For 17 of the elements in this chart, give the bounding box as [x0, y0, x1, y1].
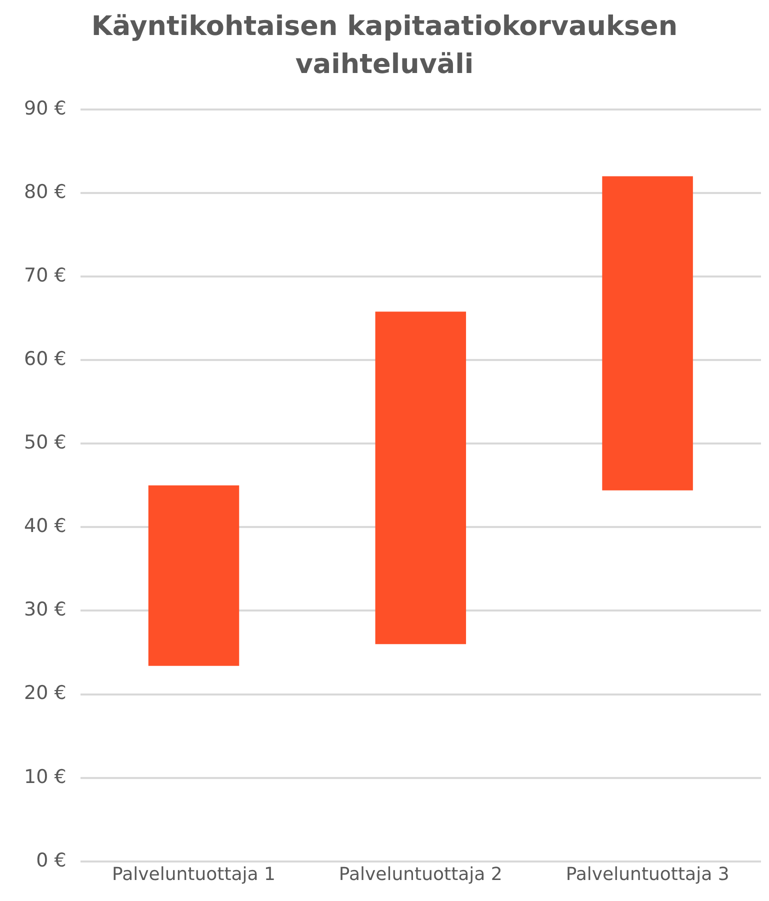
x-tick-label: Palveluntuottaja 1 [112, 864, 276, 885]
x-tick-label: Palveluntuottaja 2 [338, 864, 502, 885]
bar [148, 485, 240, 666]
bar [602, 176, 693, 490]
y-tick-label: 80 € [24, 180, 66, 203]
y-tick-label: 50 € [24, 432, 66, 454]
y-tick-label: 40 € [24, 515, 66, 538]
y-tick-label: 20 € [24, 682, 66, 704]
y-tick-label: 0 € [36, 849, 66, 872]
x-tick-label: Palveluntuottaja 3 [566, 864, 730, 885]
bar [375, 312, 466, 644]
y-tick-label: 70 € [24, 264, 66, 286]
chart-title: Käyntikohtaisen kapitaatiokorvauksen vaihteluväli [90, 10, 679, 82]
y-tick-label: 60 € [24, 348, 66, 370]
y-tick-label: 90 € [24, 97, 66, 120]
y-tick-label: 10 € [24, 766, 66, 788]
y-tick-label: 30 € [24, 598, 66, 621]
